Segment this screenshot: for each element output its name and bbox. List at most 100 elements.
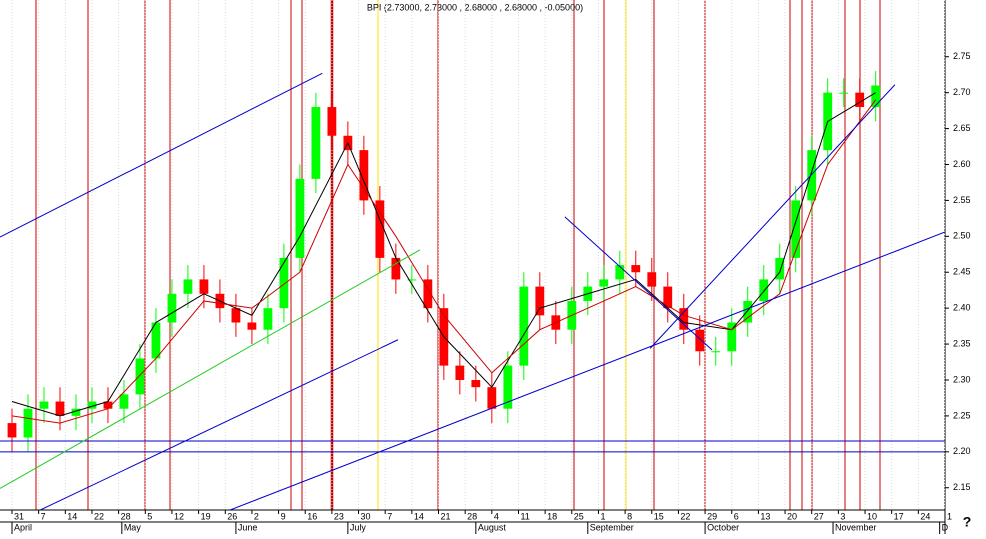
plot-area	[0, 0, 945, 510]
month-label: August	[478, 522, 507, 532]
candle-body	[247, 322, 257, 330]
month-label: November	[835, 522, 877, 532]
month-label: October	[707, 522, 739, 532]
candle-body	[55, 401, 65, 416]
x-tick-label: 15	[654, 511, 664, 521]
x-tick-label: 14	[67, 511, 77, 521]
x-tick-label: 17	[894, 511, 904, 521]
candle-body	[327, 107, 337, 136]
candle-body	[503, 365, 513, 409]
candle-body	[295, 178, 305, 258]
candle-body	[839, 92, 849, 94]
candle-body	[151, 322, 161, 359]
month-label: May	[124, 522, 142, 532]
x-tick-label: 16	[307, 511, 317, 521]
candle-body	[311, 107, 321, 179]
y-tick-label: 2.25	[953, 410, 971, 420]
x-tick-label: 9	[281, 511, 286, 521]
candle-body	[775, 257, 785, 280]
x-tick-label: 1	[947, 511, 952, 521]
candle-body	[663, 286, 673, 309]
candle-body	[199, 279, 209, 294]
candle-body	[455, 365, 465, 380]
candle-body	[119, 394, 129, 409]
y-tick-label: 2.60	[953, 159, 971, 169]
x-tick-label: 12	[174, 511, 184, 521]
y-tick-label: 2.35	[953, 338, 971, 348]
x-tick-label: 10	[867, 511, 877, 521]
candle-body	[23, 408, 33, 438]
candle-body	[423, 279, 433, 309]
x-tick-label: 21	[441, 511, 451, 521]
candle-body	[631, 265, 641, 273]
chart-title: BPI (2.73000, 2.73000 , 2.68000 , 2.6800…	[367, 2, 583, 12]
candle-body	[183, 279, 193, 294]
candle-body	[615, 265, 625, 280]
x-tick-label: 20	[787, 511, 797, 521]
y-tick-label: 2.65	[953, 123, 971, 133]
y-tick-label: 2.15	[953, 482, 971, 492]
candle-body	[599, 279, 609, 287]
x-tick-label: 8	[627, 511, 632, 521]
x-tick-label: 30	[361, 511, 371, 521]
candle-body	[759, 279, 769, 301]
candle-body	[103, 401, 113, 409]
x-tick-label: 5	[147, 511, 152, 521]
candle-body	[167, 293, 177, 323]
candle-body	[263, 308, 273, 330]
month-label: June	[238, 522, 258, 532]
candle-body	[487, 387, 497, 409]
x-tick-label: 7	[387, 511, 392, 521]
x-tick-label: 27	[814, 511, 824, 521]
x-tick-label: 2	[254, 511, 259, 521]
trendline	[0, 72, 323, 238]
trendline	[564, 216, 713, 351]
x-tick-label: 23	[334, 511, 344, 521]
month-label: July	[350, 522, 367, 532]
trendline	[229, 231, 945, 510]
candle-body	[791, 200, 801, 258]
x-tick-label: 4	[494, 511, 499, 521]
candle-body	[647, 272, 657, 287]
candle-body	[135, 358, 145, 395]
x-tick-label: 28	[121, 511, 131, 521]
x-tick-label: 31	[14, 511, 24, 521]
candle-body	[727, 322, 737, 352]
candle-body	[871, 85, 881, 108]
candle-body	[231, 308, 241, 323]
candle-body	[807, 150, 817, 201]
y-tick-label: 2.20	[953, 446, 971, 456]
x-tick-label: 22	[94, 511, 104, 521]
candle-body	[279, 257, 289, 309]
x-tick-label: 7	[41, 511, 46, 521]
candle-body	[743, 300, 753, 323]
candle-body	[359, 150, 369, 201]
y-tick-label: 2.45	[953, 267, 971, 277]
x-tick-label: 3	[840, 511, 845, 521]
candle-body	[7, 423, 17, 438]
candle-body	[535, 286, 545, 316]
x-tick-label: 13	[760, 511, 770, 521]
candle-body	[375, 200, 385, 258]
y-tick-label: 2.30	[953, 374, 971, 384]
x-tick-label: 28	[467, 511, 477, 521]
candle-body	[87, 401, 97, 409]
candle-body	[519, 286, 529, 366]
y-tick-label: 2.50	[953, 231, 971, 241]
y-tick-label: 2.70	[953, 87, 971, 97]
candle-body	[855, 92, 865, 108]
trendline	[649, 84, 896, 349]
month-label: September	[590, 522, 634, 532]
candle-body	[679, 308, 689, 330]
y-tick-label: 2.55	[953, 195, 971, 205]
help-icon[interactable]: ?	[963, 514, 972, 530]
y-tick-label: 2.75	[953, 51, 971, 61]
x-tick-label: 1	[600, 511, 605, 521]
candle-body	[71, 408, 81, 416]
candle-body	[407, 279, 417, 281]
x-tick-label: 24	[920, 511, 930, 521]
candle-body	[39, 401, 49, 409]
x-tick-label: 26	[227, 511, 237, 521]
